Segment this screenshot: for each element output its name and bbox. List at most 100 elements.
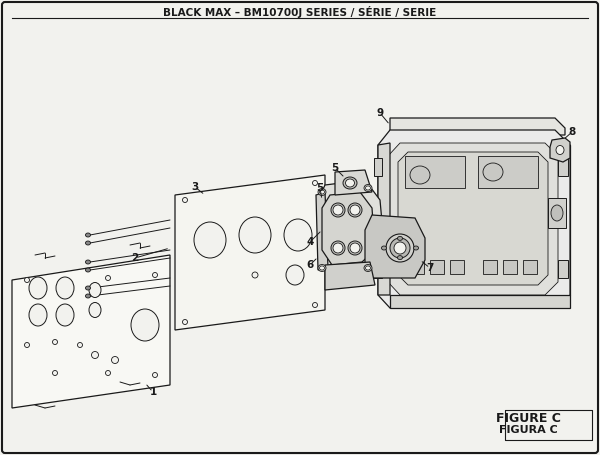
Bar [405,156,465,188]
Ellipse shape [382,246,386,250]
Polygon shape [316,192,328,270]
Ellipse shape [318,264,326,272]
Text: 5: 5 [331,163,338,173]
Polygon shape [325,262,375,290]
Ellipse shape [25,343,29,348]
Ellipse shape [152,273,157,278]
Polygon shape [12,255,170,408]
Ellipse shape [86,233,91,237]
Polygon shape [388,143,558,295]
Ellipse shape [390,238,410,258]
Ellipse shape [194,222,226,258]
Ellipse shape [53,370,58,375]
Ellipse shape [313,303,317,308]
Ellipse shape [386,234,414,262]
Ellipse shape [333,243,343,253]
Ellipse shape [346,179,355,187]
Bar [503,260,517,274]
Polygon shape [175,175,325,330]
Text: 2: 2 [131,253,139,263]
Ellipse shape [29,277,47,299]
Ellipse shape [320,266,325,270]
Bar [374,260,382,278]
Ellipse shape [350,243,360,253]
Ellipse shape [56,304,74,326]
Text: BLACK MAX – BM10700J SERIES / SÉRIE / SERIE: BLACK MAX – BM10700J SERIES / SÉRIE / SE… [163,6,437,18]
Ellipse shape [394,242,406,254]
Ellipse shape [284,219,312,251]
Bar [548,198,566,228]
Ellipse shape [252,272,258,278]
Ellipse shape [398,256,403,260]
Ellipse shape [182,197,187,202]
Bar [523,260,537,274]
Ellipse shape [131,309,159,341]
Polygon shape [318,180,385,275]
Ellipse shape [413,246,419,250]
Polygon shape [398,152,548,285]
Ellipse shape [365,186,371,190]
Ellipse shape [348,241,362,255]
Bar [558,260,568,278]
Ellipse shape [91,352,98,359]
Polygon shape [390,295,570,308]
Ellipse shape [89,303,101,318]
Ellipse shape [410,166,430,184]
Ellipse shape [398,237,403,240]
Ellipse shape [364,264,372,272]
Ellipse shape [86,286,91,290]
Ellipse shape [364,184,372,192]
Ellipse shape [182,319,187,324]
Ellipse shape [89,283,101,298]
Text: 5: 5 [316,183,323,193]
Ellipse shape [551,205,563,221]
Text: 3: 3 [191,182,199,192]
Ellipse shape [286,265,304,285]
Ellipse shape [313,181,317,186]
Ellipse shape [77,343,83,348]
Text: 9: 9 [376,108,383,118]
Ellipse shape [331,241,345,255]
Ellipse shape [348,203,362,217]
Ellipse shape [556,146,564,155]
Ellipse shape [86,294,91,298]
Ellipse shape [106,370,110,375]
Bar [374,158,382,176]
Polygon shape [365,215,425,278]
Ellipse shape [483,163,503,181]
Ellipse shape [86,268,91,272]
Ellipse shape [86,260,91,264]
Polygon shape [378,130,570,308]
Text: 4: 4 [307,237,314,247]
Ellipse shape [56,277,74,299]
Ellipse shape [350,205,360,215]
Bar [450,260,464,274]
Ellipse shape [239,217,271,253]
Text: 6: 6 [307,260,314,270]
Text: 7: 7 [427,263,434,273]
Ellipse shape [365,266,371,270]
Bar [558,158,568,176]
Text: 8: 8 [568,127,575,137]
Text: FIGURE C: FIGURE C [496,411,560,425]
Text: FIGURA C: FIGURA C [499,425,557,435]
Polygon shape [378,143,390,295]
Ellipse shape [318,188,326,196]
Ellipse shape [112,357,119,364]
Polygon shape [550,138,570,162]
Ellipse shape [53,339,58,344]
Ellipse shape [343,177,357,189]
Polygon shape [322,192,375,265]
Ellipse shape [333,205,343,215]
Ellipse shape [320,190,325,194]
Ellipse shape [331,203,345,217]
Bar [483,260,497,274]
Text: 1: 1 [149,387,157,397]
Ellipse shape [29,304,47,326]
Ellipse shape [86,241,91,245]
Polygon shape [335,170,372,195]
Bar [410,260,424,274]
Ellipse shape [152,373,157,378]
Bar [430,260,444,274]
Polygon shape [390,118,565,135]
